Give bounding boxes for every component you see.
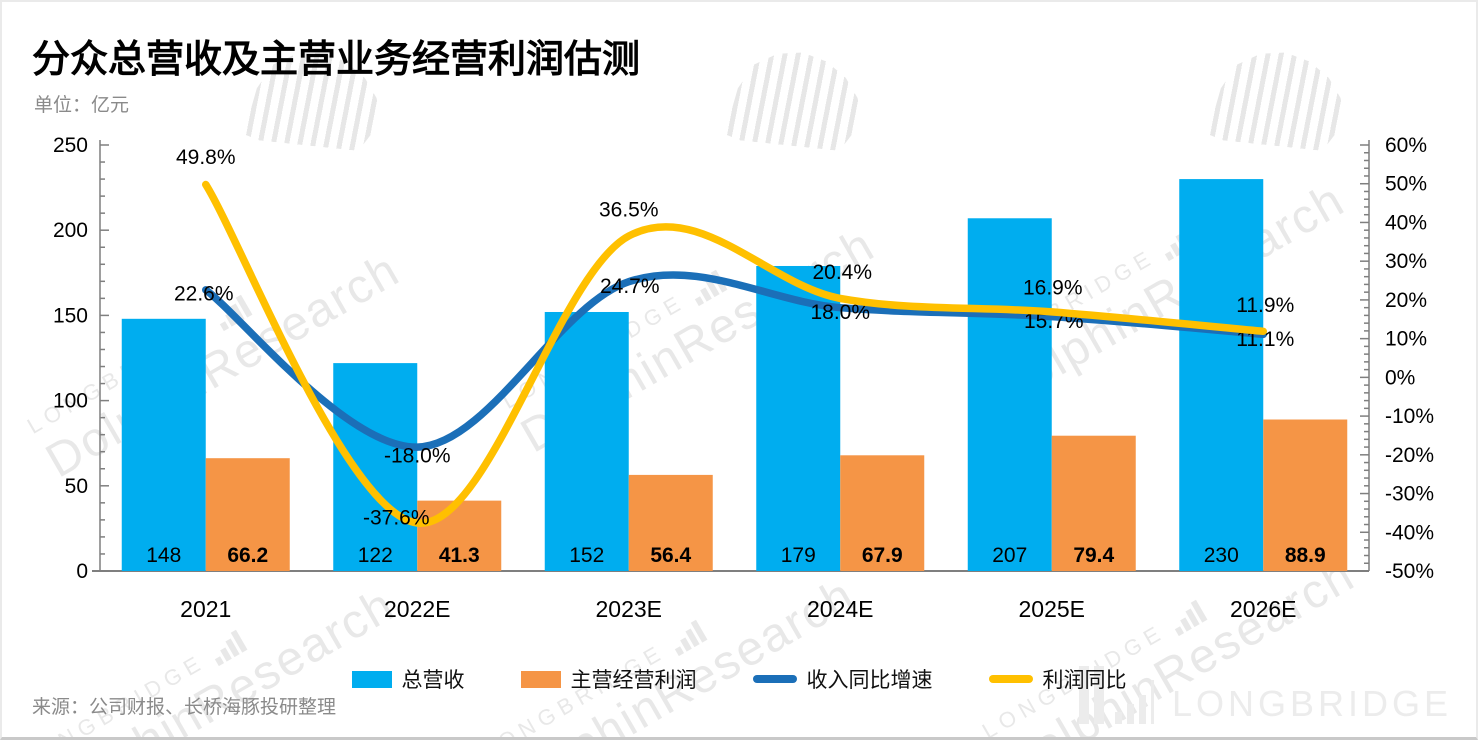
- right-axis-tick-label: -50%: [1385, 560, 1434, 583]
- line-value-label: 18.0%: [810, 301, 870, 324]
- line-value-label: 22.6%: [174, 282, 234, 305]
- category-label: 2024E: [807, 596, 874, 622]
- longbridge-logo: LONGBRIDGE: [1078, 666, 1452, 724]
- right-axis-tick-label: 0%: [1385, 366, 1415, 389]
- line-value-label: 36.5%: [599, 199, 659, 222]
- bar-labels-总营收: 148 122 152 179 207 230: [146, 544, 1239, 567]
- bar-主营经营利润-2021: [205, 458, 290, 571]
- page-title: 分众总营收及主营业务经营利润估测: [32, 39, 641, 81]
- bar-series-主营经营利润: [205, 419, 1348, 571]
- line-value-label: -37.6%: [363, 506, 430, 529]
- legend-label: 总营收: [401, 669, 465, 692]
- bar-labels-主营经营利润: 66.2 41.3 56.4 67.9 79.4 88.9: [227, 544, 1325, 567]
- bar-value-label: 148: [146, 544, 181, 567]
- longbridge-logo-text: LONGBRIDGE: [1171, 683, 1452, 724]
- bar-value-label: 207: [992, 544, 1027, 567]
- legend-label: 主营经营利润: [570, 669, 697, 692]
- right-axis-tick-label: 60%: [1385, 134, 1427, 157]
- bar-value-label: 41.3: [439, 544, 480, 567]
- legend-item-profit: 主营经营利润: [520, 664, 697, 694]
- line-收入同比增速: [202, 271, 1267, 451]
- profit-growth-line-swatch: [988, 675, 1033, 683]
- category-label: 2021: [180, 596, 231, 622]
- right-axis-tick-label: 40%: [1385, 211, 1427, 234]
- unit-label: 单位：亿元: [34, 95, 130, 116]
- bar-总营收-2023E: [544, 311, 629, 571]
- bar-value-label: 56.4: [650, 544, 691, 567]
- legend-label: 利润同比: [1042, 669, 1127, 692]
- line-value-label: 11.9%: [1236, 294, 1294, 317]
- line-value-label: -18.0%: [384, 445, 451, 468]
- bar-总营收-2026E: [1179, 179, 1264, 571]
- revenue-growth-line-swatch: [752, 675, 797, 683]
- bar-value-label: 230: [1204, 544, 1239, 567]
- right-axis-tick-label: -10%: [1385, 405, 1434, 428]
- line-labels-利润同比: 49.8% -37.6% 36.5% 20.4% 16.9% 11.9%: [176, 146, 1294, 529]
- category-label: 2023E: [595, 596, 662, 622]
- bar-value-label: 122: [358, 544, 393, 567]
- bar-主营经营利润-2025E: [1051, 435, 1136, 571]
- right-axis-tick-label: -40%: [1385, 521, 1434, 544]
- chart-legend: 总营收 主营经营利润 收入同比增速 利润同比: [2, 664, 1476, 694]
- bar-value-label: 67.9: [862, 544, 903, 567]
- category-label: 2025E: [1018, 596, 1085, 622]
- left-axis-tick-label: 100: [53, 390, 88, 413]
- bar-总营收-2022E: [333, 363, 418, 571]
- left-axis-tick-label: 250: [53, 134, 88, 157]
- right-axis-tick-label: -30%: [1385, 483, 1434, 506]
- bar-主营经营利润-2024E: [840, 455, 925, 571]
- bar-value-label: 88.9: [1285, 544, 1326, 567]
- bar-主营经营利润-2023E: [628, 474, 713, 571]
- profit-bar-swatch: [520, 670, 561, 688]
- right-axis-tick-label: 50%: [1385, 173, 1427, 196]
- legend-item-profit-growth: 利润同比: [988, 664, 1127, 694]
- bar-总营收-2025E: [967, 218, 1052, 571]
- axes: 0 50 100 150 200 250 60% 50% 40% 30% 20% 10% 0% -10% -…: [53, 134, 1434, 622]
- bar-总营收-2024E: [756, 265, 841, 571]
- line-value-label: 16.9%: [1023, 276, 1083, 299]
- left-axis-tick-label: 150: [53, 304, 88, 327]
- right-axis-tick-label: 10%: [1385, 328, 1427, 351]
- left-axis-tick-label: 200: [53, 219, 88, 242]
- legend-label: 收入同比增速: [806, 669, 933, 692]
- line-value-label: 24.7%: [600, 275, 660, 298]
- category-label: 2022E: [384, 596, 451, 622]
- bar-总营收-2021: [121, 318, 206, 571]
- legend-item-revenue-growth: 收入同比增速: [752, 664, 933, 694]
- bar-value-label: 179: [781, 544, 816, 567]
- bar-主营经营利润-2026E: [1263, 419, 1348, 571]
- bar-主营经营利润-2022E: [417, 500, 502, 571]
- longbridge-logo-icon: [1078, 666, 1154, 724]
- bar-value-label: 66.2: [227, 544, 268, 567]
- line-value-label: 20.4%: [812, 261, 872, 284]
- bar-value-label: 152: [569, 544, 604, 567]
- right-axis-tick-label: -20%: [1385, 444, 1434, 467]
- line-value-label: 49.8%: [176, 146, 236, 169]
- bar-series-总营收: [121, 179, 1264, 571]
- right-axis-tick-label: 30%: [1385, 250, 1427, 273]
- source-note: 来源：公司财报、长桥海豚投研整理: [32, 697, 337, 718]
- right-axis-tick-label: 20%: [1385, 289, 1427, 312]
- bar-value-label: 79.4: [1073, 544, 1114, 567]
- left-axis-tick-label: 0: [76, 560, 88, 583]
- line-利润同比: [202, 180, 1267, 527]
- category-label: 2026E: [1230, 596, 1297, 622]
- legend-item-revenue: 总营收: [351, 664, 465, 694]
- left-axis-tick-label: 50: [65, 475, 88, 498]
- revenue-bar-swatch: [351, 670, 392, 688]
